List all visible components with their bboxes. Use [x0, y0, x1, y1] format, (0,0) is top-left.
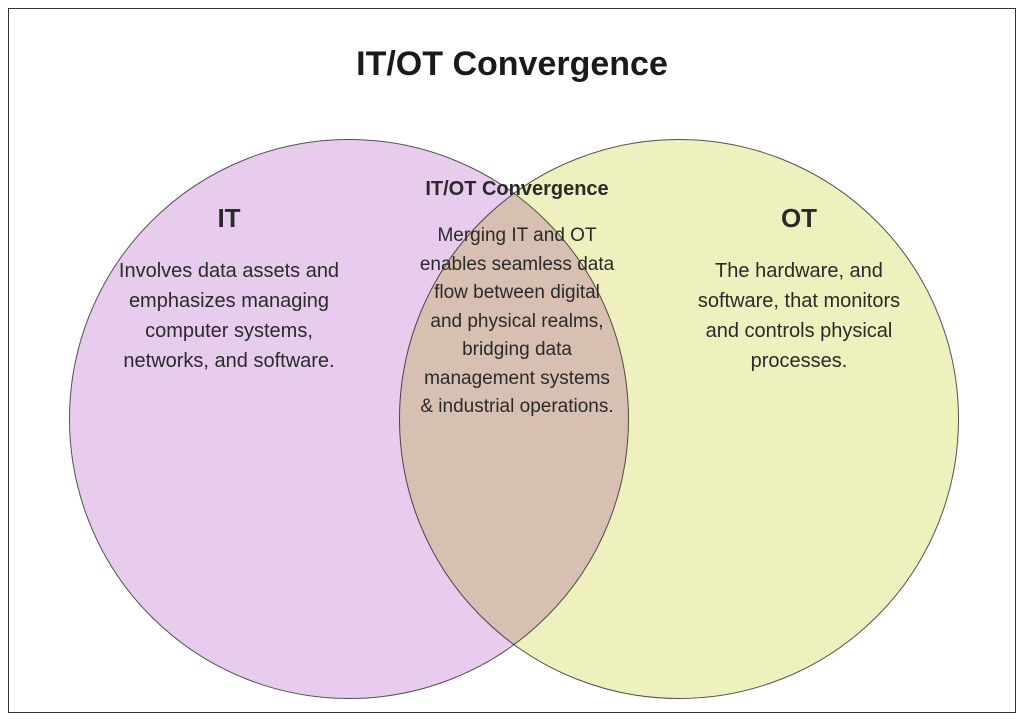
region-ot: OT The hardware, and software, that moni…: [689, 199, 909, 376]
venn-diagram: IT Involves data assets and emphasizes m…: [9, 9, 1015, 712]
region-it-desc: Involves data assets and emphasizes mana…: [114, 256, 344, 376]
region-ot-desc: The hardware, and software, that monitor…: [689, 256, 909, 376]
region-ot-label: OT: [689, 199, 909, 238]
region-convergence-desc: Merging IT and OT enables seamless data …: [417, 222, 617, 422]
region-it-label: IT: [114, 199, 344, 238]
region-it: IT Involves data assets and emphasizes m…: [114, 199, 344, 376]
region-convergence: IT/OT Convergence Merging IT and OT enab…: [417, 174, 617, 422]
region-convergence-label: IT/OT Convergence: [417, 174, 617, 204]
diagram-frame: IT/OT Convergence IT Involves data asset…: [8, 8, 1016, 713]
